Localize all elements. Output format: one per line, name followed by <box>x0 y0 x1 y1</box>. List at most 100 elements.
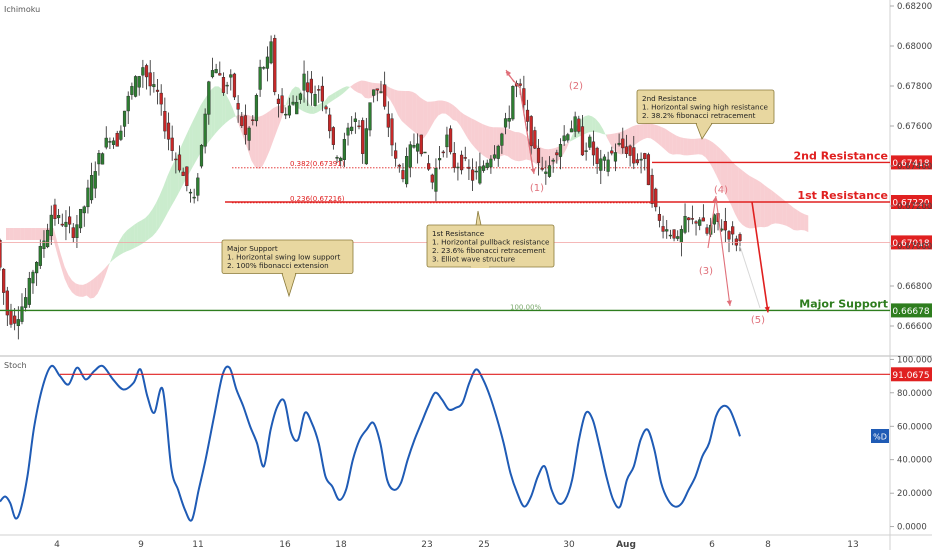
candle-body <box>375 88 379 91</box>
candle-body <box>438 158 442 161</box>
candle-body <box>346 127 350 136</box>
cloud-segment <box>456 107 461 126</box>
cloud-segment <box>306 99 311 114</box>
candlestick-series <box>0 34 742 340</box>
cloud-segment <box>548 148 552 167</box>
cloud-segment <box>610 133 615 151</box>
candle-body <box>207 81 211 115</box>
x-tick-label: 13 <box>847 540 858 550</box>
candle-body <box>383 84 387 107</box>
candle-body <box>485 162 489 168</box>
candle-body <box>280 95 284 113</box>
first-resistance-tag-bg <box>891 195 932 209</box>
cloud-segment <box>258 115 263 169</box>
candle-body <box>478 166 482 184</box>
candle-body <box>27 277 31 305</box>
price-tick-label: 0.66800 <box>897 282 932 292</box>
candle-body <box>503 118 508 128</box>
candle-body <box>650 174 654 204</box>
cloud-segment <box>654 124 659 144</box>
candle-body <box>243 115 248 135</box>
fib-100-label: 100.00% <box>510 303 541 311</box>
candle-body <box>727 231 731 240</box>
cloud-segment <box>441 100 446 114</box>
cloud-segment <box>42 228 47 240</box>
candle-body <box>353 118 357 122</box>
candle-body <box>210 70 215 78</box>
cloud-segment <box>115 240 120 258</box>
cloud-segment <box>614 132 618 154</box>
candle-body <box>423 151 427 154</box>
cloud-segment <box>222 89 226 127</box>
elliott-3-label: (3) <box>699 266 713 277</box>
cloud-segment <box>489 126 494 160</box>
candle-body <box>416 143 420 152</box>
cloud-segment <box>709 140 714 169</box>
cloud-segment <box>71 280 76 296</box>
x-tick-label: 11 <box>192 540 203 550</box>
price-tick-label: 0.66600 <box>897 322 932 332</box>
cloud-segment <box>211 86 215 139</box>
cloud-segment <box>126 227 131 252</box>
elliott-5-label: (5) <box>751 315 765 326</box>
candle-body <box>68 216 72 225</box>
candle-body <box>64 221 68 227</box>
candle-body <box>89 175 94 201</box>
candle-body <box>584 150 588 152</box>
x-tick-label: 25 <box>478 540 489 550</box>
candle-body <box>408 144 412 168</box>
candle-body <box>511 86 515 120</box>
price-tick-label: 0.67800 <box>897 82 932 92</box>
candle-body <box>705 227 709 234</box>
candle-body <box>0 239 2 268</box>
cloud-segment <box>511 130 516 161</box>
cloud-segment <box>27 228 32 240</box>
cloud-segment <box>225 94 230 123</box>
note-second-resistance-line-2: 2. 38.2% fibonacci retracement <box>642 111 756 120</box>
cloud-segment <box>713 142 717 177</box>
stochastic-series: 91.0675 %D <box>0 364 932 522</box>
candle-body <box>13 315 17 324</box>
candle-body <box>144 65 149 78</box>
candle-body <box>555 152 559 156</box>
elliott-arrow-4b <box>707 195 717 249</box>
x-tick-label: Aug <box>616 540 636 550</box>
candle-body <box>291 101 295 105</box>
cloud-segment <box>683 137 688 156</box>
candle-body <box>599 158 603 171</box>
cloud-segment <box>112 247 116 261</box>
candle-body <box>533 130 537 149</box>
candle-body <box>269 41 273 64</box>
cloud-segment <box>236 114 241 130</box>
candle-body <box>324 106 328 110</box>
cloud-segment <box>332 91 336 101</box>
cloud-segment <box>570 131 574 142</box>
cloud-segment <box>789 204 794 230</box>
candle-body <box>221 77 226 93</box>
candle-body <box>441 151 445 154</box>
candle-body <box>137 76 141 88</box>
candle-body <box>701 217 705 222</box>
candle-body <box>31 271 35 284</box>
candle-body <box>386 113 390 128</box>
candle-body <box>148 72 152 87</box>
candle-body <box>236 103 240 110</box>
cloud-segment <box>636 124 640 144</box>
candle-body <box>199 144 204 167</box>
candle-body <box>419 134 423 155</box>
x-tick-label: 30 <box>563 540 575 550</box>
cloud-segment <box>742 170 746 228</box>
annotations: 2nd Resistance 1st Resistance Major Suppor… <box>0 69 932 326</box>
cloud-segment <box>665 128 670 154</box>
x-tick-label: 9 <box>138 540 144 550</box>
cloud-segment <box>181 136 186 187</box>
note-second-resistance-line-0: 2nd Resistance <box>642 94 697 103</box>
cloud-segment <box>430 101 435 127</box>
candle-body <box>481 165 486 171</box>
axes: 0.68200 0.68000 0.67800 0.67600 0.67400 0.672… <box>54 2 932 550</box>
candle-body <box>580 126 585 156</box>
cloud-segment <box>394 89 398 116</box>
candle-body <box>635 159 640 164</box>
